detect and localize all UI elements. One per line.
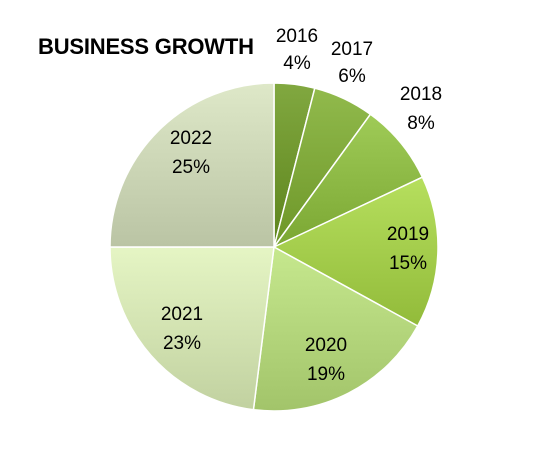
slice-value-label: 23% — [163, 333, 201, 354]
slice-category-label: 2020 — [305, 335, 347, 356]
pie-slice-2021 — [109, 246, 275, 411]
slice-value-label: 25% — [172, 157, 210, 178]
slices-group — [109, 82, 439, 412]
slice-category-label: 2022 — [170, 128, 212, 149]
slice-value-label: 8% — [407, 113, 435, 134]
slice-value-label: 4% — [283, 53, 311, 74]
chart-title: BUSINESS GROWTH — [38, 34, 254, 59]
slice-value-label: 15% — [389, 253, 427, 274]
slice-value-label: 19% — [307, 364, 345, 385]
pie-slice-2022 — [109, 82, 275, 248]
slice-category-label: 2021 — [161, 304, 203, 325]
pie-slice-2019 — [272, 176, 439, 328]
labels-group: 2016 4% 2017 6% 2018 8% 2019 15% 2020 19% 2021 23% 2… — [161, 26, 442, 385]
slice-category-label: 2018 — [400, 84, 442, 105]
slice-category-label: 2016 — [276, 26, 318, 47]
pie-slice-2020 — [252, 245, 419, 412]
slice-category-label: 2017 — [331, 39, 373, 60]
slice-category-label: 2019 — [387, 224, 429, 245]
slice-value-label: 6% — [338, 66, 366, 87]
